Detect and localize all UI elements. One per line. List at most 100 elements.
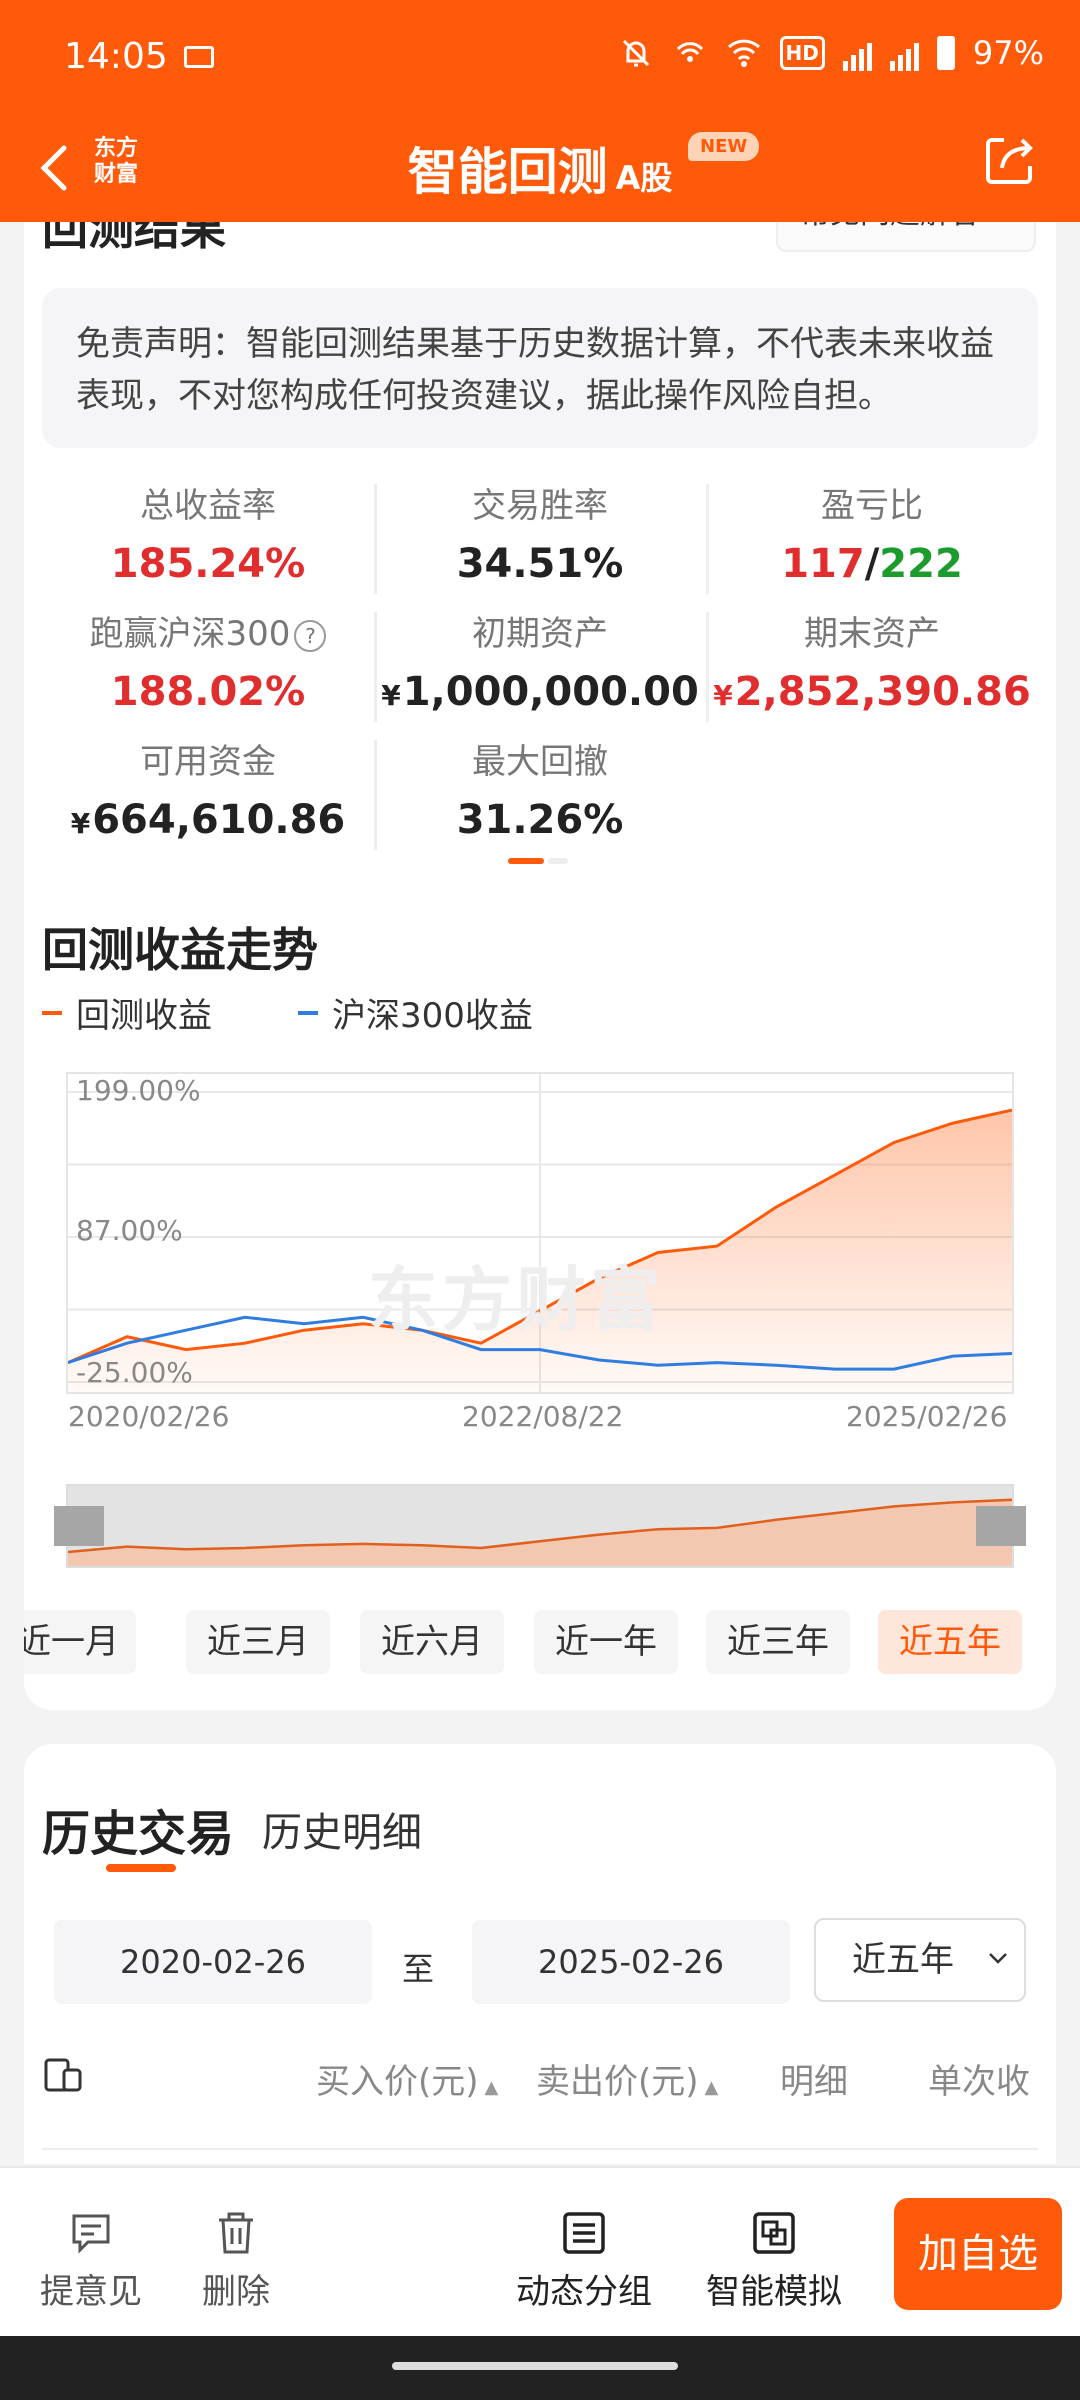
- metric-win-rate: 交易胜率 34.51%: [374, 462, 706, 594]
- delete-label: 删除: [202, 2272, 270, 2312]
- bottom-action-bar: 提意见 删除 动态分组 智能模拟 加自选: [0, 2166, 1080, 2338]
- home-gesture-bar[interactable]: [392, 2362, 678, 2370]
- range-1y-button[interactable]: 近一年: [534, 1610, 678, 1674]
- disclaimer-box: 免责声明：智能回测结果基于历史数据计算，不代表未来收益表现，不对您构成任何投资建…: [42, 288, 1038, 448]
- metric-value: 31.26%: [456, 797, 624, 843]
- logo-line-1: 东方: [93, 136, 138, 161]
- legend-swatch: [298, 1010, 318, 1015]
- faq-button[interactable]: 常见问题解答: [776, 222, 1036, 252]
- eastmoney-logo: 东方 财富: [90, 136, 142, 188]
- metric-initial-assets: 初期资产 ¥1,000,000.00: [374, 590, 706, 722]
- chart-range-navigator[interactable]: [66, 1484, 1014, 1568]
- currency-symbol: ¥: [381, 679, 401, 712]
- delete-button[interactable]: 删除: [202, 2208, 270, 2313]
- profit-count: 117: [781, 541, 865, 587]
- profit-loss-sep: /: [864, 541, 880, 587]
- column-settings-icon[interactable]: [42, 2052, 86, 2096]
- metric-value: 34.51%: [456, 541, 624, 587]
- legend-hs300[interactable]: 沪深300收益: [298, 988, 533, 1037]
- date-separator: 至: [402, 1950, 435, 1988]
- metric-label: 初期资产: [472, 614, 608, 654]
- legend-backtest[interactable]: 回测收益: [42, 988, 212, 1037]
- legend-label: 沪深300收益: [332, 996, 533, 1036]
- metric-value: 2,852,390.86: [734, 669, 1031, 715]
- smart-simulate-button[interactable]: 智能模拟: [706, 2208, 842, 2313]
- smart-simulate-label: 智能模拟: [706, 2272, 842, 2312]
- range-6m-button[interactable]: 近六月: [360, 1610, 504, 1674]
- currency-symbol: ¥: [70, 807, 91, 840]
- metric-final-assets: 期末资产 ¥2,852,390.86: [706, 590, 1038, 722]
- page-title-wrap: 智能回测 A股: [0, 132, 1080, 204]
- metric-label: 交易胜率: [472, 486, 608, 526]
- range-1m-button[interactable]: 近一月: [24, 1610, 136, 1674]
- range-buttons: 近一月 近三月 近六月 近一年 近三年 近五年: [24, 1610, 1056, 1674]
- metric-beat-index[interactable]: 跑赢沪深300? 188.02%: [42, 590, 374, 718]
- legend-swatch: [42, 1010, 62, 1015]
- signal-5g-icon-2: [889, 35, 919, 71]
- app-header-area: 14:05 HD 97% 东方 财富 智能回测 A股 NEW: [0, 0, 1080, 222]
- watermark-text: 东方财富: [368, 1259, 664, 1341]
- list-group-icon: [563, 2212, 605, 2254]
- x-tick-label: 2025/02/26: [846, 1400, 1008, 1433]
- range-select-value: 近五年: [852, 1940, 954, 1980]
- status-icons: HD 97%: [618, 34, 1044, 72]
- feedback-button[interactable]: 提意见: [40, 2208, 142, 2313]
- sort-icon: ▲: [704, 2077, 719, 2098]
- help-icon[interactable]: ?: [294, 619, 327, 652]
- col-single-return: 单次收: [928, 2062, 1030, 2102]
- metric-value: 664,610.86: [92, 797, 346, 843]
- faq-button-label: 常见问题解答: [800, 222, 980, 232]
- active-tab-indicator: [106, 1864, 176, 1872]
- navigator-left-handle[interactable]: [54, 1506, 104, 1546]
- y-tick-label: -25.00%: [76, 1356, 193, 1389]
- x-tick-label: 2020/02/26: [68, 1400, 230, 1433]
- range-3m-button[interactable]: 近三月: [186, 1610, 330, 1674]
- col-sell-price[interactable]: 卖出价(元) ▲: [536, 2054, 718, 2103]
- metric-total-return: 总收益率 185.24%: [42, 462, 374, 590]
- metrics-pager[interactable]: [508, 858, 572, 866]
- metric-label: 跑赢沪深300: [89, 614, 291, 654]
- history-card: 历史交易 历史明细 2020-02-26 至 2025-02-26 近五年 买入…: [24, 1744, 1056, 2164]
- logo-line-2: 财富: [93, 162, 138, 187]
- range-3y-button[interactable]: 近三年: [706, 1610, 850, 1674]
- start-date-field[interactable]: 2020-02-26: [54, 1920, 372, 2004]
- y-tick-label: 87.00%: [76, 1214, 183, 1247]
- x-tick-label: 2022/08/22: [462, 1400, 624, 1433]
- return-chart[interactable]: 东方财富 199.00% 87.00% -25.00%: [66, 1072, 1014, 1394]
- navigator-svg: [67, 1498, 1013, 1566]
- metric-value: 185.24%: [110, 541, 306, 587]
- metric-label: 总收益率: [140, 486, 276, 526]
- range-5y-button[interactable]: 近五年: [878, 1610, 1022, 1674]
- trash-icon: [219, 2212, 253, 2254]
- metric-label: 期末资产: [804, 614, 940, 654]
- share-icon[interactable]: [982, 132, 1038, 188]
- wifi-icon: [727, 39, 760, 67]
- simulate-icon: [753, 2212, 795, 2254]
- range-select[interactable]: 近五年: [814, 1918, 1026, 2002]
- add-watchlist-button[interactable]: 加自选: [894, 2198, 1062, 2310]
- return-chart-svg: [68, 1074, 1012, 1392]
- tab-history-details[interactable]: 历史明细: [262, 1810, 422, 1856]
- back-arrow-icon[interactable]: [34, 140, 74, 196]
- backtest-result-card: 回测结果 常见问题解答 免责声明：智能回测结果基于历史数据计算，不代表未来收益表…: [24, 222, 1056, 1710]
- chart-legend: 回测收益 沪深300收益: [42, 988, 533, 1037]
- col-buy-price[interactable]: 买入价(元) ▲: [316, 2054, 498, 2103]
- metric-label: 可用资金: [140, 742, 276, 782]
- end-date-field[interactable]: 2025-02-26: [472, 1920, 790, 2004]
- new-badge: NEW: [688, 132, 760, 161]
- series-area-backtest: [68, 1110, 1012, 1392]
- metric-value: 1,000,000.00: [402, 669, 699, 715]
- navigator-right-handle[interactable]: [976, 1506, 1026, 1546]
- hotspot-icon: [676, 42, 703, 62]
- hd-badge: HD: [779, 36, 825, 70]
- page-title-suffix: A股: [615, 159, 673, 197]
- navigator-line: [67, 1498, 1013, 1554]
- dynamic-group-label: 动态分组: [516, 2272, 652, 2312]
- tab-history-trades[interactable]: 历史交易: [42, 1806, 235, 1862]
- dynamic-group-button[interactable]: 动态分组: [516, 2208, 652, 2313]
- sort-icon: ▲: [484, 2077, 499, 2098]
- metrics-grid: 总收益率 185.24% 交易胜率 34.51% 盈亏比 117/222 跑赢沪…: [42, 462, 1038, 850]
- battery-icon: [936, 36, 955, 70]
- metric-value: 188.02%: [110, 669, 306, 715]
- feedback-icon: [72, 2214, 110, 2254]
